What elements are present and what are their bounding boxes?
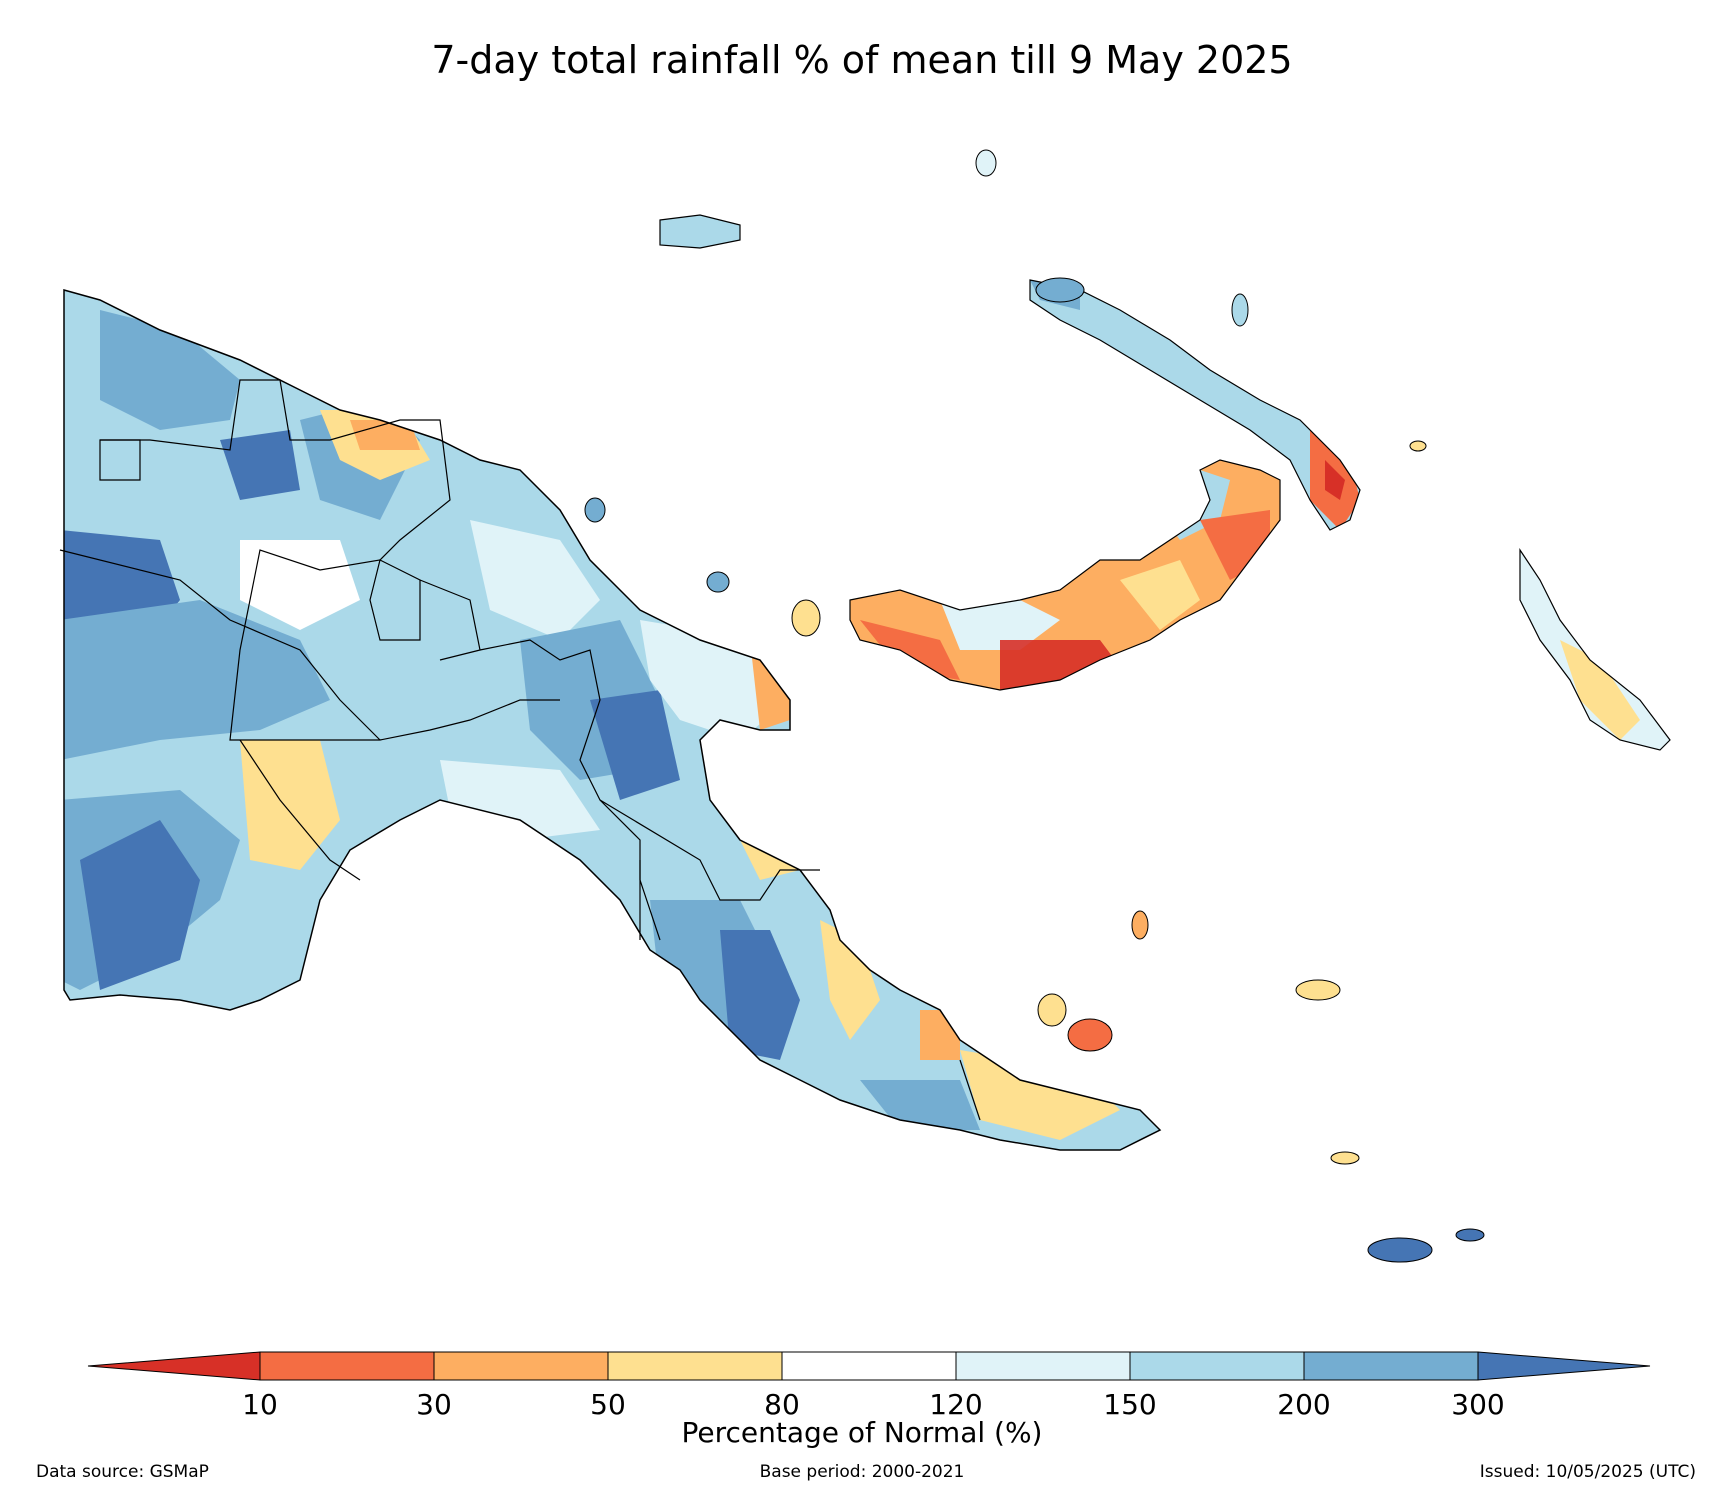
colorbar-extend-low bbox=[87, 1351, 261, 1381]
colorbar-segment bbox=[433, 1351, 609, 1381]
colorbar-extend-high bbox=[1477, 1351, 1651, 1381]
colorbar-label: Percentage of Normal (%) bbox=[681, 1416, 1043, 1449]
colorbar-segment bbox=[1303, 1351, 1479, 1381]
colorbar-tick-label: 80 bbox=[764, 1388, 800, 1421]
colorbar-segment bbox=[1129, 1351, 1305, 1381]
map-title: 7-day total rainfall % of mean till 9 Ma… bbox=[431, 38, 1293, 82]
issued-date: Issued: 10/05/2025 (UTC) bbox=[1479, 1462, 1696, 1482]
colorbar-tick-label: 120 bbox=[929, 1388, 983, 1421]
base-period: Base period: 2000-2021 bbox=[759, 1462, 965, 1482]
colorbar-tick-label: 10 bbox=[242, 1388, 278, 1421]
colorbar-tick-label: 50 bbox=[590, 1388, 626, 1421]
rainfall-map bbox=[59, 149, 1671, 1263]
colorbar-segment bbox=[781, 1351, 957, 1381]
colorbar-segment bbox=[607, 1351, 783, 1381]
colorbar-tick-label: 200 bbox=[1277, 1388, 1331, 1421]
colorbar-segment bbox=[259, 1351, 435, 1381]
colorbar-tick-label: 30 bbox=[416, 1388, 452, 1421]
data-source: Data source: GSMaP bbox=[36, 1462, 209, 1482]
colorbar-tick-label: 150 bbox=[1103, 1388, 1157, 1421]
colorbar bbox=[87, 1351, 1651, 1381]
colorbar-tick-label: 300 bbox=[1451, 1388, 1505, 1421]
colorbar-segment bbox=[955, 1351, 1131, 1381]
